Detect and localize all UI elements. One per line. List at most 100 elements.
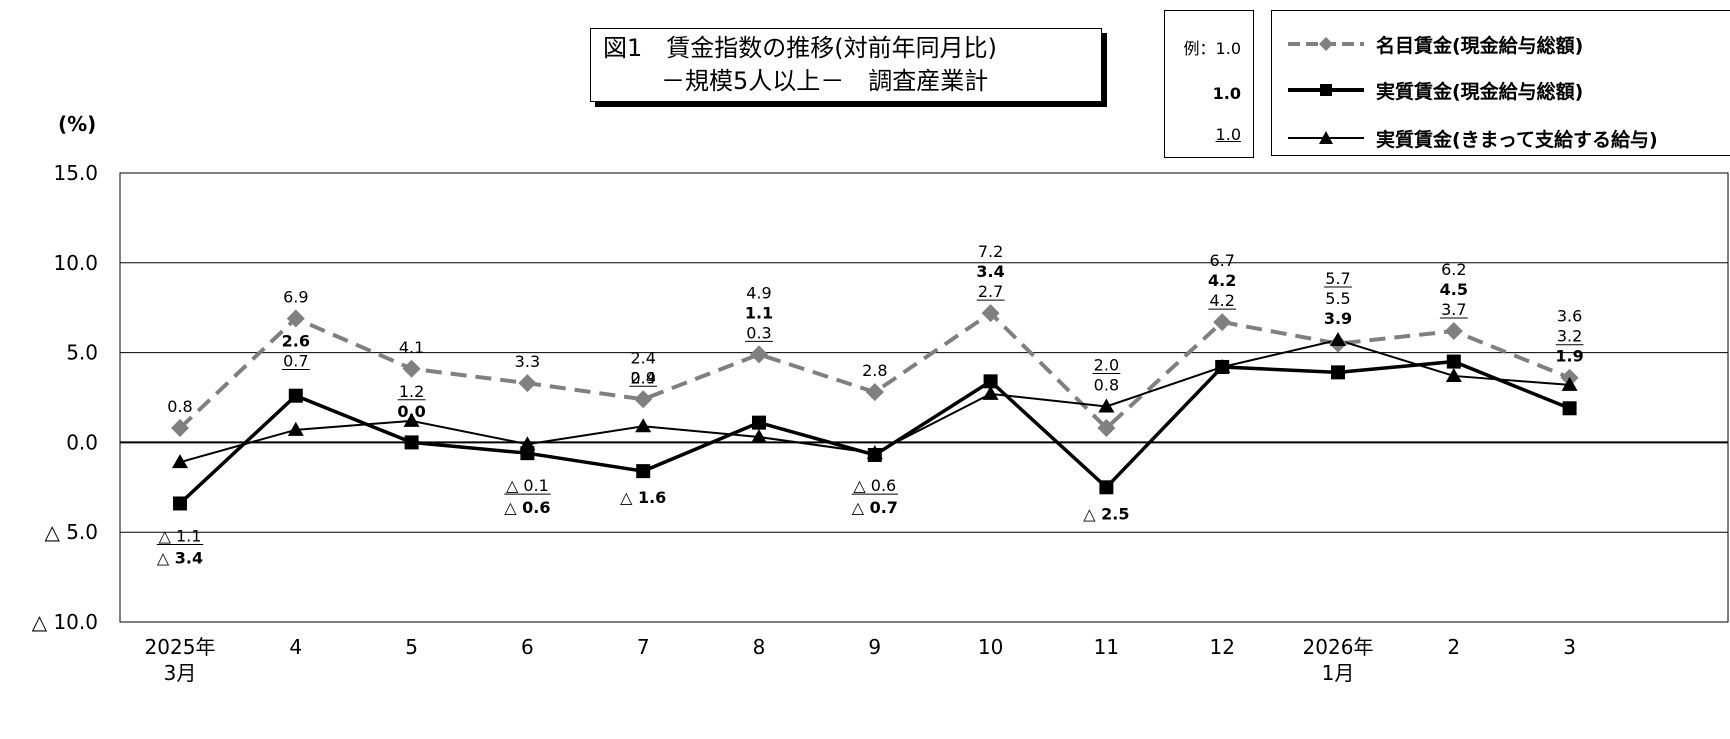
data-label-1-12: 1.9 [1555, 347, 1583, 366]
data-label-0-4: 2.4 [630, 368, 655, 387]
data-label-1-1: 2.6 [282, 331, 310, 350]
legend-item-real-scheduled: 実質賃金(きまって支給する給与) [1286, 123, 1658, 153]
series-1-point-4 [636, 464, 651, 479]
data-label-1-2: 0.0 [397, 402, 425, 421]
series-2-point-10 [1330, 332, 1346, 347]
series-1-point-11 [1446, 354, 1461, 369]
series-2-point-12 [1561, 376, 1578, 391]
data-label-0-3: 3.3 [515, 352, 540, 371]
y-axis-unit-label: (%) [58, 112, 97, 136]
x-tick-label-4-0: 7 [637, 635, 650, 659]
series-2-point-7 [982, 385, 999, 400]
series-2-point-6 [866, 445, 883, 460]
data-label-0-11: 6.2 [1441, 260, 1466, 279]
data-label-2-3: △ 0.1 [506, 476, 549, 495]
series-2-point-9 [1214, 358, 1231, 373]
series-2-point-1 [287, 421, 304, 436]
data-label-1-4: △ 1.6 [620, 488, 666, 507]
data-label-1-10: 3.9 [1324, 309, 1352, 328]
x-tick-label-7-0: 10 [978, 635, 1003, 659]
y-tick-label-4: △ 5.0 [44, 520, 98, 544]
data-label-0-2: 4.1 [399, 338, 424, 357]
data-label-2-1: 0.7 [283, 351, 308, 370]
bold-square-line-icon [1288, 84, 1364, 96]
x-tick-label-1-0: 4 [289, 635, 302, 659]
y-tick-label-1: 10.0 [53, 251, 98, 275]
series-1-point-7 [983, 374, 998, 389]
example-nominal: 例：1.0 [1183, 39, 1241, 58]
chart-subtitle: －規模5人以上－ 調査産業計 [661, 67, 989, 95]
data-label-0-12: 3.6 [1557, 307, 1582, 326]
data-label-1-3: △ 0.6 [504, 498, 550, 517]
data-label-0-8: 0.8 [1094, 375, 1119, 394]
data-label-2-5: 0.3 [746, 323, 771, 342]
series-0-point-8 [1097, 419, 1116, 438]
legend-item-real-total: 実質賃金(現金給与総額) [1286, 75, 1583, 105]
series-1-point-0 [173, 496, 187, 511]
y-tick-label-5: △ 10.0 [32, 610, 98, 634]
data-label-2-10: 5.7 [1325, 269, 1350, 288]
series-0-point-6 [865, 383, 884, 402]
data-label-0-0: 0.8 [167, 397, 192, 416]
x-tick-label-0-0: 2025年 [145, 635, 216, 659]
series-0-point-0 [171, 419, 189, 438]
chart-title: 図1 賃金指数の推移(対前年同月比) [603, 34, 997, 62]
data-label-1-6: △ 0.7 [852, 498, 898, 517]
data-label-2-6: △ 0.6 [853, 476, 896, 495]
data-label-1-5: 1.1 [745, 303, 773, 322]
series-1-point-1 [288, 388, 303, 403]
series-2-point-11 [1445, 367, 1462, 382]
data-label-2-12: 3.2 [1557, 327, 1582, 346]
legend-item-nominal: 名目賃金(現金給与総額) [1286, 29, 1583, 59]
x-tick-label-12-0: 3 [1563, 635, 1576, 659]
x-tick-label-9-0: 12 [1209, 635, 1234, 659]
example-real-total: 1.0 [1212, 84, 1241, 103]
data-label-2-2: 1.2 [399, 382, 424, 401]
series-1-point-10 [1331, 365, 1345, 380]
dashed-diamond-line-icon [1288, 37, 1364, 51]
data-label-2-8: 2.0 [1094, 355, 1119, 374]
series-0-point-7 [981, 304, 1000, 323]
triangle-line-icon [1288, 131, 1364, 144]
data-label-1-11: 4.5 [1440, 280, 1468, 299]
x-tick-label-2-0: 5 [405, 635, 418, 659]
data-label-0-10: 5.5 [1325, 289, 1350, 308]
example-real-scheduled: 1.0 [1215, 125, 1241, 144]
data-label-2-0: △ 1.1 [159, 526, 202, 545]
x-tick-label-3-0: 6 [521, 635, 534, 659]
series-2-point-4 [635, 418, 652, 433]
data-label-0-1: 6.9 [283, 287, 308, 306]
series-0-point-4 [634, 390, 653, 409]
data-label-2-4: 0.9 [630, 368, 655, 387]
series-0-point-2 [402, 359, 421, 378]
series-0-point-5 [750, 345, 768, 364]
series-1-point-8 [1099, 480, 1114, 495]
y-tick-label-0: 15.0 [53, 161, 98, 185]
series-2-point-8 [1098, 398, 1115, 413]
data-label-1-8: △ 2.5 [1083, 504, 1129, 523]
series-1-point-12 [1562, 401, 1577, 416]
legend-label-real-total: 実質賃金(現金給与総額) [1376, 80, 1584, 103]
series-2-point-3 [519, 436, 536, 451]
series-0-point-3 [518, 374, 537, 393]
series-0-point-9 [1213, 313, 1232, 332]
legend-label-nominal: 名目賃金(現金給与総額) [1376, 34, 1584, 57]
x-tick-label-10-1: 1月 [1322, 661, 1355, 685]
data-label-2-9: 4.2 [1209, 291, 1234, 310]
data-label-1-0: △ 3.4 [157, 548, 203, 567]
data-label-1-9: 4.2 [1208, 271, 1236, 290]
legend-label-real-scheduled: 実質賃金(きまって支給する給与) [1376, 128, 1658, 151]
x-tick-label-6-0: 9 [868, 635, 881, 659]
data-label-0-9: 6.7 [1209, 251, 1234, 270]
x-tick-label-11-0: 2 [1447, 635, 1460, 659]
x-tick-label-10-0: 2026年 [1303, 635, 1374, 659]
data-label-1-7: 3.4 [976, 262, 1004, 281]
x-tick-label-0-1: 3月 [164, 661, 197, 685]
series-2-point-5 [751, 429, 767, 444]
data-label-0b-4: 2.4 [630, 348, 655, 367]
label-format-example: 例：1.0 1.0 1.0 [1164, 10, 1254, 158]
plot-frame [119, 172, 1729, 623]
chart-title-box: 図1 賃金指数の推移(対前年同月比) －規模5人以上－ 調査産業計 [590, 28, 1102, 102]
data-label-2-7: 2.7 [978, 282, 1003, 301]
